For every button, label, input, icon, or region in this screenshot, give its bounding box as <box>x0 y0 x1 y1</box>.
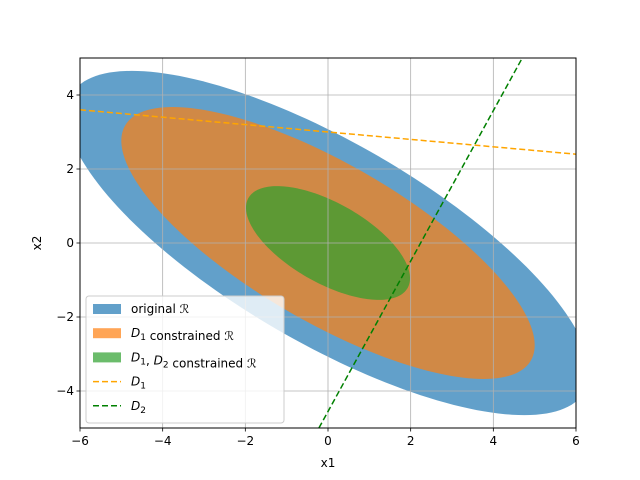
legend-label-original: original ℛ <box>131 302 190 316</box>
x-tick-label: −6 <box>71 434 89 448</box>
legend-box <box>85 295 285 424</box>
line-D2 <box>318 58 523 428</box>
x-tick-label: 2 <box>407 434 415 448</box>
y-axis-label: x2 <box>30 236 44 251</box>
lines-layer <box>80 58 576 428</box>
x-axis-label: x1 <box>321 456 336 470</box>
legend-swatch-original <box>93 304 121 314</box>
x-tick-label: −2 <box>236 434 254 448</box>
y-tick-label: −4 <box>56 384 74 398</box>
legend-swatch-d1 <box>93 328 121 339</box>
x-tick-label: 6 <box>572 434 580 448</box>
x-tick-label: 0 <box>324 434 332 448</box>
y-tick-label: 0 <box>66 236 74 250</box>
grid-layer <box>80 58 576 428</box>
ticks-layer: −6 −4 −2 0 2 4 6 −4 −2 0 2 4 <box>56 88 580 448</box>
legend-label-D1: D1 <box>131 375 146 392</box>
legend-label-d1d2: D1, D2 constrained ℛ <box>131 350 257 370</box>
legend-swatch-d1d2 <box>93 352 121 363</box>
x-tick-label: 4 <box>490 434 498 448</box>
y-tick-label: −2 <box>56 310 74 324</box>
y-tick-label: 2 <box>66 162 74 176</box>
legend-label-D2: D2 <box>131 399 146 416</box>
line-D1 <box>80 109 576 155</box>
legend-label-d1: D1 constrained ℛ <box>131 326 234 343</box>
legend: original ℛ D1 constrained ℛ D1, D2 constra… <box>85 295 285 424</box>
x-tick-label: −4 <box>154 434 172 448</box>
y-tick-label: 4 <box>66 88 74 102</box>
